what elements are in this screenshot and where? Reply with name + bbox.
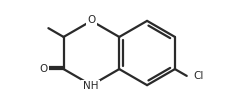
Text: O: O [39, 64, 47, 74]
Text: NH: NH [82, 81, 98, 91]
Text: Cl: Cl [193, 71, 203, 81]
Text: O: O [87, 15, 95, 25]
